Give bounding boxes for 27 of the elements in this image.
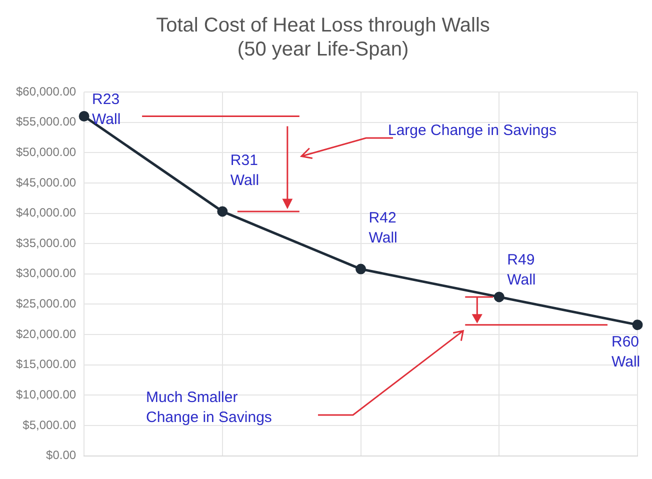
y-tick-label: $40,000.00 [16,206,76,220]
annotation: Much Smaller Change in Savings [146,388,273,428]
y-tick-label: $55,000.00 [16,114,76,129]
y-tick-label: $0.00 [46,448,76,462]
chart-title: Total Cost of Heat Loss through Walls [156,14,490,37]
y-tick-label: $50,000.00 [16,144,76,159]
y-tick-label: $15,000.00 [16,357,76,372]
point [78,111,90,122]
y-tick-label: $35,000.00 [16,236,76,250]
point [356,264,366,274]
y-tick-label: $30,000.00 [16,266,76,280]
point [632,320,643,330]
y-tick-label: $45,000.00 [16,175,76,190]
point [217,206,228,217]
chart-subtitle: (50 year Life-Span) [237,38,409,61]
y-tick-label: $5,000.00 [22,418,76,432]
annotation: R23 Wall [92,90,121,128]
annotation: R60 Wall [612,333,640,370]
annotation: Large Change in Savings [388,121,556,141]
y-tick-label: $60,000.00 [16,84,76,98]
annotation: R49 Wall [507,252,536,289]
y-tick-label: $20,000.00 [16,326,76,341]
annotation: R42 Wall [368,210,398,247]
y-tick-label: $25,000.00 [16,296,76,311]
y-tick-label: $10,000.00 [16,387,76,402]
point [494,292,504,302]
annotation: R31 Wall [230,152,260,190]
